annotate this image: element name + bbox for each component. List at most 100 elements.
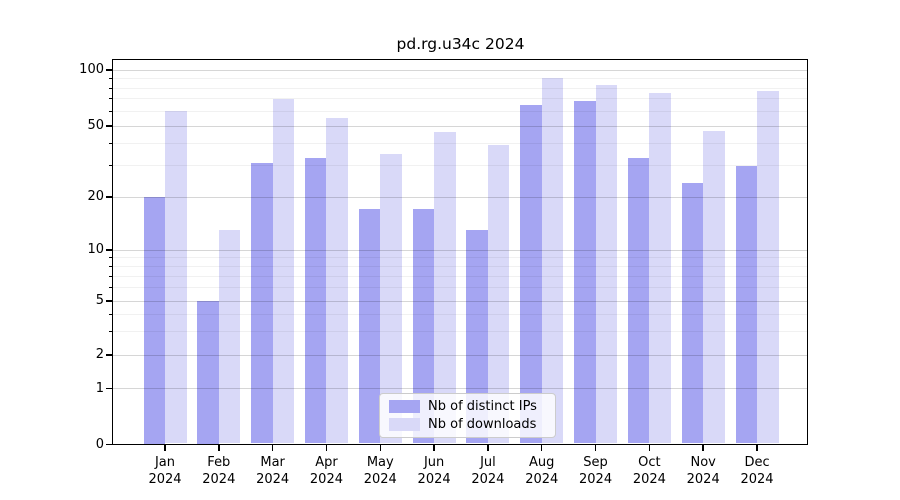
- bar-downloads: [434, 132, 456, 444]
- legend-swatch-distinct-ips-icon: [389, 400, 420, 413]
- minor-gridline: [113, 313, 807, 315]
- y-tick-label: 5: [95, 293, 104, 308]
- x-tick-label: Dec 2024: [740, 455, 774, 487]
- x-tick-label: May 2024: [363, 455, 397, 487]
- y-tick-label: 20: [87, 189, 104, 204]
- major-gridline: [113, 196, 807, 198]
- minor-gridline: [113, 265, 807, 267]
- x-tick-mark: [218, 445, 220, 451]
- x-tick-label: Jun 2024: [417, 455, 451, 487]
- minor-gridline: [113, 87, 807, 89]
- x-tick-label: Jul 2024: [471, 455, 505, 487]
- bar-distinct-ips: [627, 158, 650, 444]
- x-tick-mark: [379, 445, 382, 451]
- y-minor-tick-mark: [108, 287, 112, 289]
- x-tick-mark: [325, 445, 328, 451]
- bar-downloads: [757, 91, 779, 444]
- x-tick-mark: [702, 445, 704, 451]
- x-tick-label: Nov 2024: [686, 455, 720, 487]
- y-tick-mark: [106, 300, 112, 302]
- x-tick-mark: [164, 445, 166, 451]
- bar-downloads: [165, 111, 187, 444]
- y-minor-tick-mark: [108, 78, 112, 79]
- y-tick-mark: [106, 69, 112, 71]
- y-tick-mark: [106, 125, 112, 127]
- x-tick-mark: [648, 445, 651, 451]
- minor-gridline: [113, 78, 807, 79]
- bar-distinct-ips: [574, 101, 596, 444]
- minor-gridline: [113, 142, 807, 144]
- major-gridline: [113, 300, 807, 302]
- bar-downloads: [487, 145, 510, 444]
- major-gridline: [113, 125, 807, 127]
- y-tick-mark: [106, 196, 112, 198]
- minor-gridline: [113, 110, 807, 112]
- minor-gridline: [113, 257, 807, 259]
- major-gridline: [113, 69, 807, 71]
- y-tick-label: 10: [87, 242, 104, 257]
- legend-label-distinct-ips: Nb of distinct IPs: [428, 399, 537, 414]
- y-minor-tick-mark: [108, 330, 112, 332]
- x-tick-label: Sep 2024: [579, 455, 613, 487]
- x-tick-label: Apr 2024: [309, 455, 343, 487]
- y-tick-mark: [106, 249, 112, 251]
- bar-distinct-ips: [304, 158, 327, 444]
- y-tick-mark: [106, 443, 112, 446]
- x-tick-label: Jan 2024: [148, 455, 182, 487]
- chart-title: pd.rg.u34c 2024: [396, 35, 525, 53]
- y-tick-label: 1: [95, 380, 104, 396]
- bar-distinct-ips: [735, 165, 758, 444]
- bar-downloads: [541, 77, 564, 444]
- y-minor-tick-mark: [108, 313, 112, 315]
- minor-gridline: [113, 165, 807, 167]
- legend-item-distinct-ips: Nb of distinct IPs: [389, 399, 555, 414]
- bar-distinct-ips: [681, 182, 704, 444]
- bar-distinct-ips: [197, 301, 219, 444]
- x-tick-label: Oct 2024: [632, 455, 666, 487]
- y-minor-tick-mark: [108, 98, 112, 100]
- legend: Nb of distinct IPs Nb of downloads: [379, 393, 556, 438]
- y-minor-tick-mark: [108, 110, 112, 112]
- x-tick-mark: [756, 445, 758, 451]
- x-tick-mark: [433, 445, 435, 451]
- bar-distinct-ips: [520, 104, 542, 444]
- y-minor-tick-mark: [108, 87, 112, 89]
- x-tick-label: Mar 2024: [256, 455, 290, 487]
- minor-gridline: [113, 330, 807, 332]
- bar-distinct-ips: [251, 163, 273, 444]
- bar-distinct-ips: [466, 229, 488, 444]
- bar-downloads: [272, 98, 295, 444]
- x-tick-label: Aug 2024: [525, 455, 559, 487]
- x-tick-mark: [540, 445, 543, 451]
- bar-downloads: [380, 153, 402, 444]
- legend-label-downloads: Nb of downloads: [428, 417, 537, 432]
- bar-downloads: [326, 118, 348, 444]
- y-minor-tick-mark: [108, 165, 112, 167]
- minor-gridline: [113, 287, 807, 289]
- major-gridline: [113, 354, 807, 356]
- x-tick-mark: [271, 445, 274, 451]
- x-tick-label: Feb 2024: [202, 455, 236, 487]
- minor-gridline: [113, 275, 807, 277]
- y-tick-label: 0: [95, 436, 104, 452]
- major-gridline: [113, 249, 807, 251]
- bar-distinct-ips: [358, 209, 381, 444]
- bar-distinct-ips: [412, 209, 435, 444]
- y-minor-tick-mark: [108, 275, 112, 277]
- y-tick-mark: [106, 387, 112, 390]
- bar-downloads: [218, 229, 241, 444]
- y-minor-tick-mark: [108, 265, 112, 267]
- y-minor-tick-mark: [108, 257, 112, 259]
- legend-item-downloads: Nb of downloads: [389, 417, 555, 432]
- y-tick-label: 50: [87, 118, 104, 133]
- major-gridline: [113, 388, 807, 389]
- legend-swatch-downloads-icon: [389, 418, 420, 431]
- bar-distinct-ips: [143, 197, 165, 444]
- bar-downloads: [703, 130, 725, 444]
- bar-downloads: [649, 93, 671, 444]
- y-minor-tick-mark: [108, 142, 112, 144]
- bar-downloads: [595, 85, 618, 444]
- x-tick-mark: [487, 445, 489, 451]
- y-tick-mark: [106, 354, 112, 356]
